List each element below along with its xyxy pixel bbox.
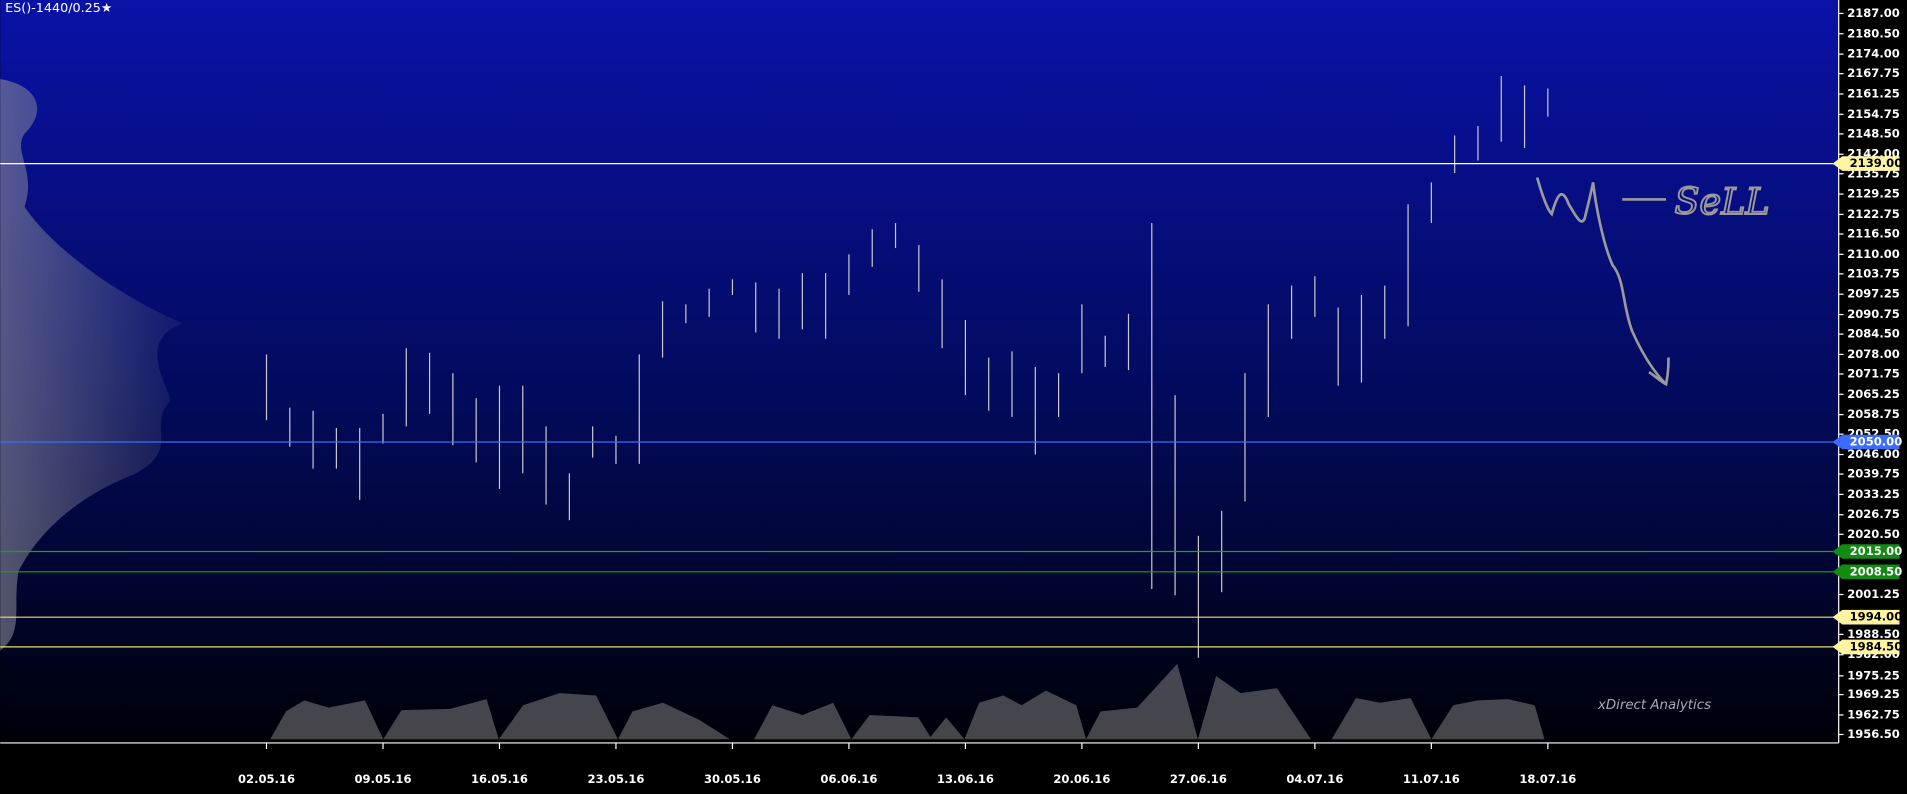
volume-profile (0, 79, 183, 651)
level-label: 1994.00 (1850, 610, 1903, 624)
x-tick-label: 23.05.16 (587, 772, 644, 786)
y-tick-label: 1975.25 (1847, 668, 1900, 682)
y-tick-label: 2090.75 (1847, 307, 1900, 321)
x-tick-label: 20.06.16 (1053, 772, 1110, 786)
level-tag (1832, 609, 1900, 625)
y-tick-label: 2097.25 (1847, 287, 1900, 301)
x-tick-label: 16.05.16 (471, 772, 528, 786)
x-tick-label: 13.06.16 (937, 772, 994, 786)
y-tick-label: 1956.50 (1847, 727, 1900, 741)
x-tick-label: 11.07.16 (1403, 772, 1460, 786)
x-tick-label: 27.06.16 (1170, 772, 1227, 786)
level-tag (1832, 564, 1900, 580)
y-tick-label: 2026.75 (1847, 507, 1900, 521)
level-label: 2050.00 (1850, 435, 1903, 449)
y-tick-label: 2122.75 (1847, 207, 1900, 221)
chart-title: ES()-1440/0.25★ (5, 1, 112, 16)
y-tick-label: 2033.25 (1847, 487, 1900, 501)
level-label: 2015.00 (1850, 544, 1903, 558)
y-tick-label: 2180.50 (1847, 26, 1900, 40)
level-label: 1984.50 (1850, 639, 1903, 653)
y-tick-label: 2058.75 (1847, 407, 1900, 421)
x-tick-label: 02.05.16 (238, 772, 295, 786)
handwritten-arrow (1535, 177, 1670, 387)
axis-background (1838, 0, 1907, 794)
y-tick-label: 1969.25 (1847, 687, 1900, 701)
plot-background (0, 0, 1839, 743)
level-label: 2139.00 (1850, 156, 1903, 170)
y-tick-label: 2039.75 (1847, 467, 1900, 481)
y-tick-label: 2116.50 (1847, 226, 1900, 240)
x-tick-label: 18.07.16 (1519, 772, 1576, 786)
level-tag (1832, 639, 1900, 655)
level-label: 2008.50 (1850, 564, 1903, 578)
level-tag (1832, 156, 1900, 171)
x-tick-label: 06.06.16 (820, 772, 877, 786)
y-tick-label: 2001.25 (1847, 587, 1900, 601)
y-tick-label: 2161.25 (1847, 87, 1900, 101)
y-tick-label: 2110.00 (1847, 247, 1900, 261)
y-tick-label: 2174.00 (1847, 47, 1900, 61)
y-tick-label: 1962.75 (1847, 707, 1900, 721)
annotation: SeLL (1675, 180, 1770, 223)
y-tick-label: 2071.75 (1847, 366, 1900, 380)
volume-area (270, 663, 1545, 740)
y-tick-label: 2167.75 (1847, 66, 1900, 80)
y-tick-label: 2103.75 (1847, 266, 1900, 280)
y-tick-label: 2148.50 (1847, 126, 1900, 140)
x-tick-label: 30.05.16 (704, 772, 761, 786)
y-tick-label: 2154.75 (1847, 107, 1900, 121)
y-tick-label: 1988.50 (1847, 627, 1900, 641)
x-axis-background (0, 742, 1839, 794)
x-tick-label: 04.07.16 (1286, 772, 1343, 786)
level-tag (1832, 434, 1900, 450)
y-tick-label: 2187.00 (1847, 6, 1900, 20)
y-tick-label: 2046.00 (1847, 447, 1900, 461)
y-tick-label: 2065.25 (1847, 387, 1900, 401)
x-tick-label: 09.05.16 (354, 772, 411, 786)
y-tick-label: 2084.50 (1847, 327, 1900, 341)
y-tick-label: 2078.00 (1847, 347, 1900, 361)
y-tick-label: 2129.25 (1847, 187, 1900, 201)
y-tick-label: 2020.50 (1847, 527, 1900, 541)
level-tag (1832, 544, 1900, 559)
watermark: xDirect Analytics (1597, 698, 1711, 713)
